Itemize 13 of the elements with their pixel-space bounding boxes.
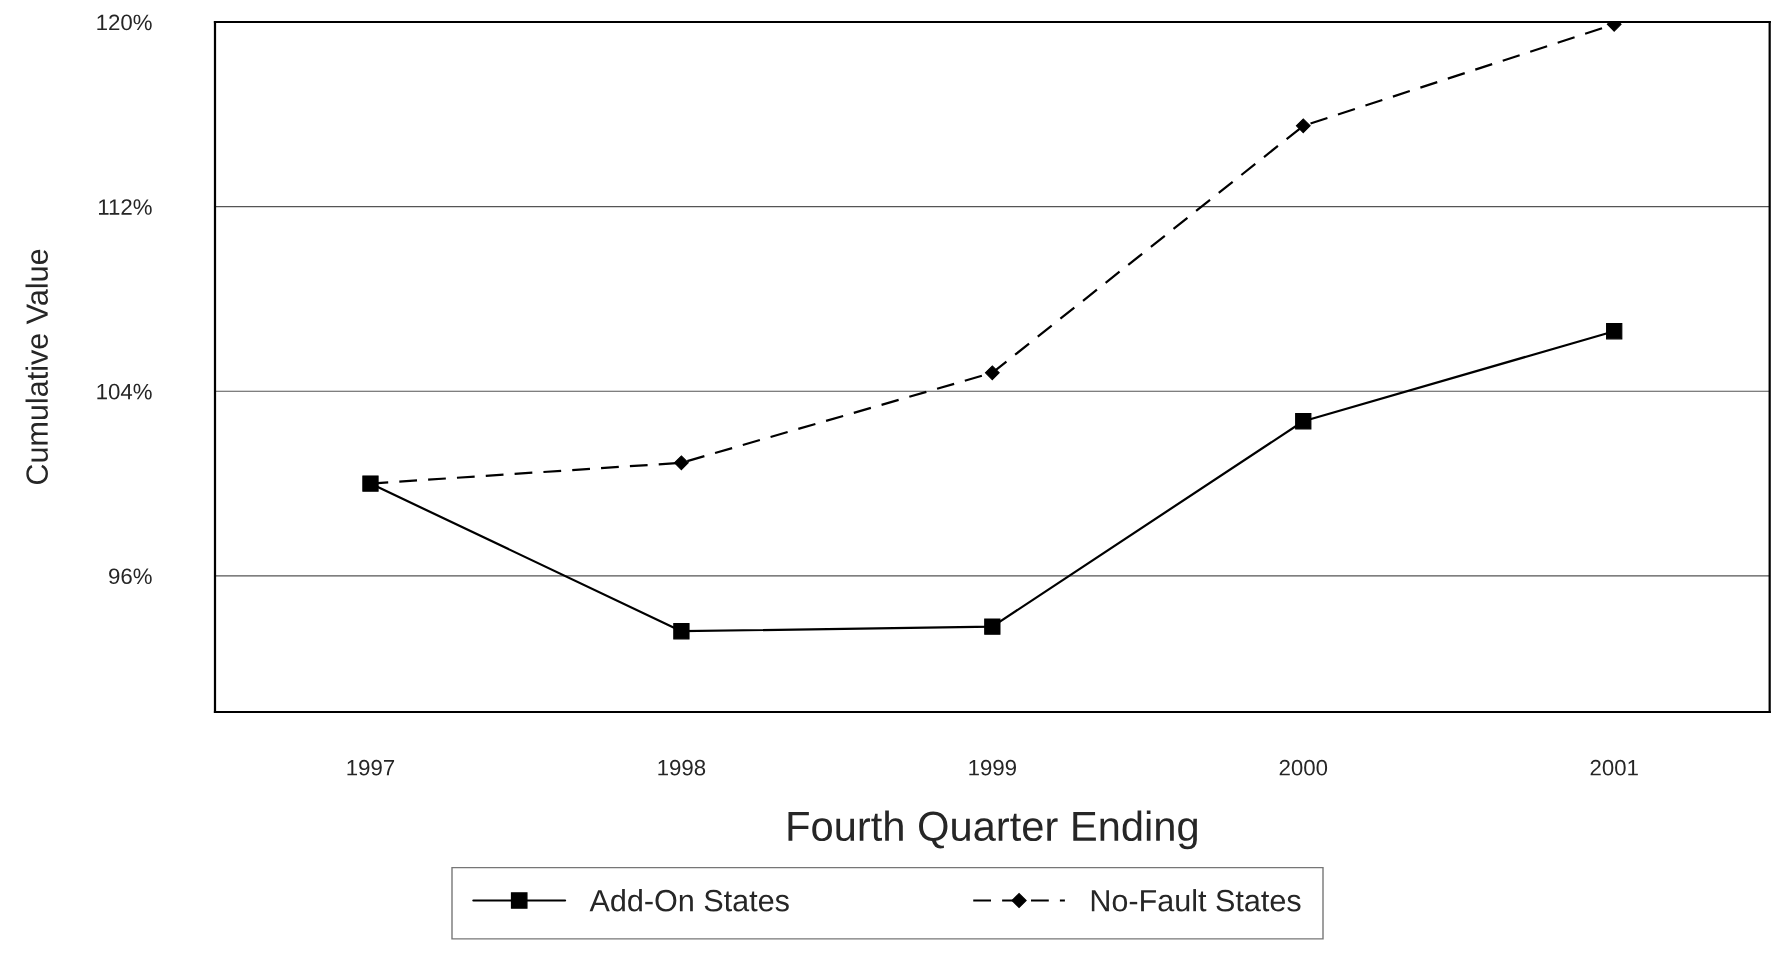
y-tick-label: 112% (99, 199, 152, 215)
x-tick-label: 2000 (1279, 759, 1328, 776)
legend-label: No-Fault States (1091, 889, 1301, 912)
y-tick-label: 104% (97, 383, 152, 400)
x-tick-label: 1999 (969, 759, 1016, 776)
x-tick-label: 1998 (658, 759, 706, 776)
x-tick-label: 2001 (1590, 759, 1638, 776)
y-axis-title: Cumulative Value (25, 249, 48, 485)
y-tick-label: 96% (109, 568, 152, 585)
x-axis-title: Fourth Quarter Ending (788, 810, 1197, 850)
legend-label: Add-On States (589, 889, 789, 912)
x-tick-label: 1997 (347, 759, 395, 776)
y-tick-label: 120% (97, 14, 152, 31)
